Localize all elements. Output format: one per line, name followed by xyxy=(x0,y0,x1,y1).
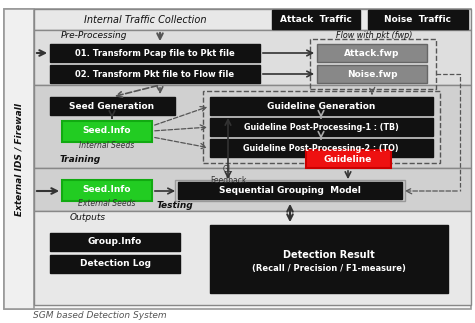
Text: Seed Generation: Seed Generation xyxy=(69,101,154,110)
Bar xyxy=(34,30,471,85)
Text: Noise  Traffic: Noise Traffic xyxy=(384,15,452,24)
Text: Guideline Post-Processing-1 : (TB): Guideline Post-Processing-1 : (TB) xyxy=(244,122,399,131)
Bar xyxy=(203,91,440,163)
Text: Testing: Testing xyxy=(157,201,193,210)
Bar xyxy=(317,44,427,62)
Bar xyxy=(210,97,433,115)
Text: Noise.fwp: Noise.fwp xyxy=(347,69,397,78)
Bar xyxy=(4,9,34,309)
Text: Detection Log: Detection Log xyxy=(79,259,151,268)
Text: Internal Traffic Collection: Internal Traffic Collection xyxy=(84,15,206,25)
Text: Group.Info: Group.Info xyxy=(88,237,142,246)
Text: (Recall / Precision / F1-measure): (Recall / Precision / F1-measure) xyxy=(252,265,406,274)
Text: SGM based Detection System: SGM based Detection System xyxy=(33,310,167,319)
Bar xyxy=(50,65,260,83)
Bar xyxy=(306,150,391,168)
Text: Guideline: Guideline xyxy=(324,154,372,163)
Bar xyxy=(210,225,448,293)
Bar xyxy=(34,85,471,168)
Bar xyxy=(34,9,471,30)
Bar xyxy=(62,180,152,201)
Bar xyxy=(34,168,471,211)
Text: External Seeds: External Seeds xyxy=(78,200,136,209)
Bar xyxy=(50,44,260,62)
Text: GL
Feedback: GL Feedback xyxy=(210,165,246,185)
Text: Attack  Traffic: Attack Traffic xyxy=(280,15,352,24)
Text: Sequential Grouping  Model: Sequential Grouping Model xyxy=(219,186,361,195)
Text: 01. Transform Pcap file to Pkt file: 01. Transform Pcap file to Pkt file xyxy=(75,48,235,57)
Text: Internal Seeds: Internal Seeds xyxy=(79,141,134,150)
Text: Guideline Generation: Guideline Generation xyxy=(267,101,375,110)
Text: Outputs: Outputs xyxy=(70,214,106,223)
Text: Seed.Info: Seed.Info xyxy=(83,184,131,193)
Text: Seed.Info: Seed.Info xyxy=(83,126,131,134)
Bar xyxy=(368,10,468,29)
Text: External IDS / Firewall: External IDS / Firewall xyxy=(15,102,23,215)
Bar xyxy=(178,182,402,199)
Bar xyxy=(175,180,405,201)
Text: Attack.fwp: Attack.fwp xyxy=(344,48,399,57)
Bar xyxy=(50,97,175,115)
Text: Pre-Processing: Pre-Processing xyxy=(61,30,127,39)
Bar xyxy=(210,139,433,157)
Text: Training: Training xyxy=(59,154,101,163)
Text: 02. Transform Pkt file to Flow file: 02. Transform Pkt file to Flow file xyxy=(76,69,235,78)
Bar xyxy=(50,233,180,251)
Bar xyxy=(272,10,360,29)
Bar xyxy=(317,65,427,83)
Bar xyxy=(310,39,436,89)
Bar xyxy=(34,211,471,305)
Bar xyxy=(210,118,433,136)
Bar xyxy=(62,121,152,142)
Bar xyxy=(50,255,180,273)
Text: Guideline Post-Processing-2 : (TO): Guideline Post-Processing-2 : (TO) xyxy=(243,143,399,152)
Text: Detection Result: Detection Result xyxy=(283,250,375,260)
Text: Flow with pkt (fwp): Flow with pkt (fwp) xyxy=(336,30,412,39)
